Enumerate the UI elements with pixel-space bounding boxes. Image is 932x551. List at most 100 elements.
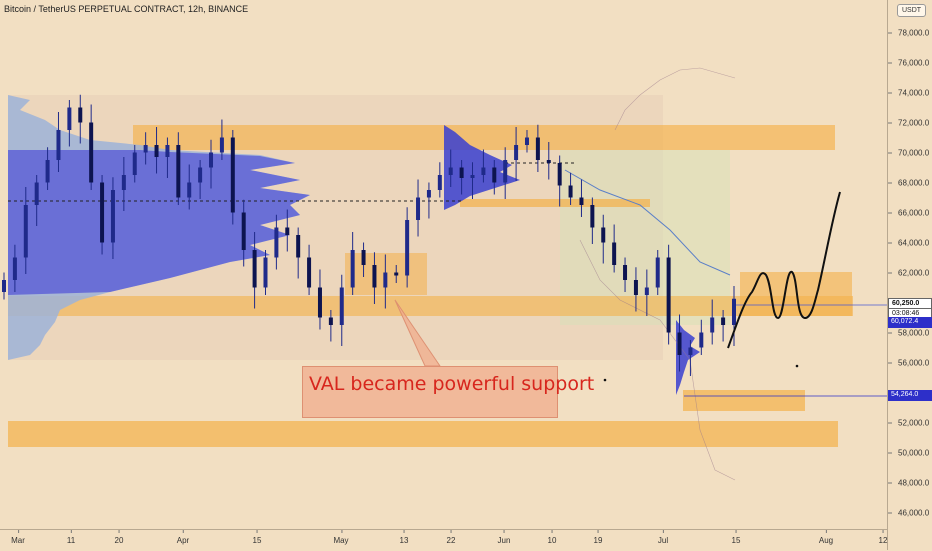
candle-body [644,287,649,295]
annotation-callout[interactable]: VAL became powerful support [302,366,594,418]
candle-body [56,130,61,160]
candle-body [492,167,497,183]
price-tick: 56,000.0 [887,358,930,367]
price-tick: 66,000.0 [887,208,930,217]
projection-path [727,191,841,349]
candle-body [198,167,203,183]
price-tick: 52,000.0 [887,418,930,427]
candle-body [328,317,333,325]
candle-body [535,137,540,160]
upper-band-curve [614,67,736,131]
price-tick: 68,000.0 [887,178,930,187]
candle-body [89,122,94,183]
zone-val-support [8,296,853,316]
time-tick: 19 [593,530,603,545]
candle-body [732,298,736,325]
candle-body [514,145,519,160]
projection-cloud [560,150,730,325]
price-axis[interactable]: USDT 60,250.0 03:08:46 60,072.4 54,264.0… [887,0,932,550]
candle-body [372,265,377,288]
price-tick: 48,000.0 [887,478,930,487]
candle-body [187,182,192,198]
candle-body [699,332,704,348]
candle-body [601,227,606,243]
price-tick: 70,000.0 [887,148,930,157]
annotation-text: VAL became powerful support [309,373,595,395]
candle-body [285,227,290,235]
zone-support-box [683,390,805,411]
price-tick: 74,000.0 [887,88,930,97]
candle-body [274,227,279,258]
candle-body [688,347,693,355]
candle-body [590,205,595,228]
price-tick: 62,000.0 [887,268,930,277]
time-axis[interactable]: Mar 11 20 Apr 15 May 13 22 Jun 10 19 Jul 15 Aug 12 [0,529,887,551]
candle-body [721,317,726,325]
candle-body [34,182,39,205]
candle-body [339,287,344,325]
candle-body [317,287,322,318]
time-tick: Jun [497,530,511,545]
time-tick: 15 [252,530,262,545]
candle-body [470,175,475,178]
candle-body [78,107,83,123]
candle-body [655,257,660,288]
zone-jun-shelf [460,199,650,207]
candle-body [361,250,366,265]
candle-body [633,280,638,295]
candle-body [448,167,453,175]
time-tick: May [333,530,349,545]
candle-body [612,242,617,265]
candle-body [557,163,562,186]
time-tick: Apr [176,530,190,545]
time-tick: 11 [66,530,76,545]
candle-body [219,137,224,153]
price-chart[interactable] [0,0,887,529]
candlestick-series [2,94,736,376]
candle-body [459,167,464,178]
lower-band-curve [579,239,736,481]
candle-body [176,145,181,198]
candle-body [524,137,529,145]
candle-body [623,265,628,280]
price-tick: 78,000.0 [887,28,930,37]
price-tick: 64,000.0 [887,238,930,247]
candle-body [132,152,137,175]
candle-body [154,145,159,157]
candle-body [263,257,268,288]
candle-body [12,257,17,280]
time-tick: 22 [446,530,456,545]
candle-body [568,185,573,198]
candle-body [394,272,399,276]
candle-body [209,152,214,168]
time-tick: 15 [731,530,741,545]
candle-body [143,145,148,153]
candle-body [307,257,312,288]
price-tick: 72,000.0 [887,118,930,127]
candle-body [23,205,28,258]
candle-body [503,160,508,183]
candle-body [121,175,126,190]
currency-label[interactable]: USDT [897,4,927,17]
time-tick: 13 [399,530,409,545]
candle-body [252,250,257,288]
candle-body [579,197,584,205]
price-tick: 76,000.0 [887,58,930,67]
candle-body [2,280,6,292]
zone-lower-demand [8,421,838,447]
candle-body [296,235,301,258]
candle-body [230,137,235,213]
chart-title: Bitcoin / TetherUS PERPETUAL CONTRACT, 1… [4,4,249,14]
candle-body [45,160,50,183]
candle-body [67,107,72,130]
moving-average-line [564,169,731,276]
price-tick: 46,000.0 [887,508,930,517]
time-tick: 20 [114,530,124,545]
marker-dot [795,364,799,368]
previous-close-tag: 60,072.4 [888,317,932,328]
candle-body [383,272,388,288]
time-tick: 12 [878,530,888,545]
marker-dot [603,378,607,382]
time-tick: Aug [818,530,834,545]
